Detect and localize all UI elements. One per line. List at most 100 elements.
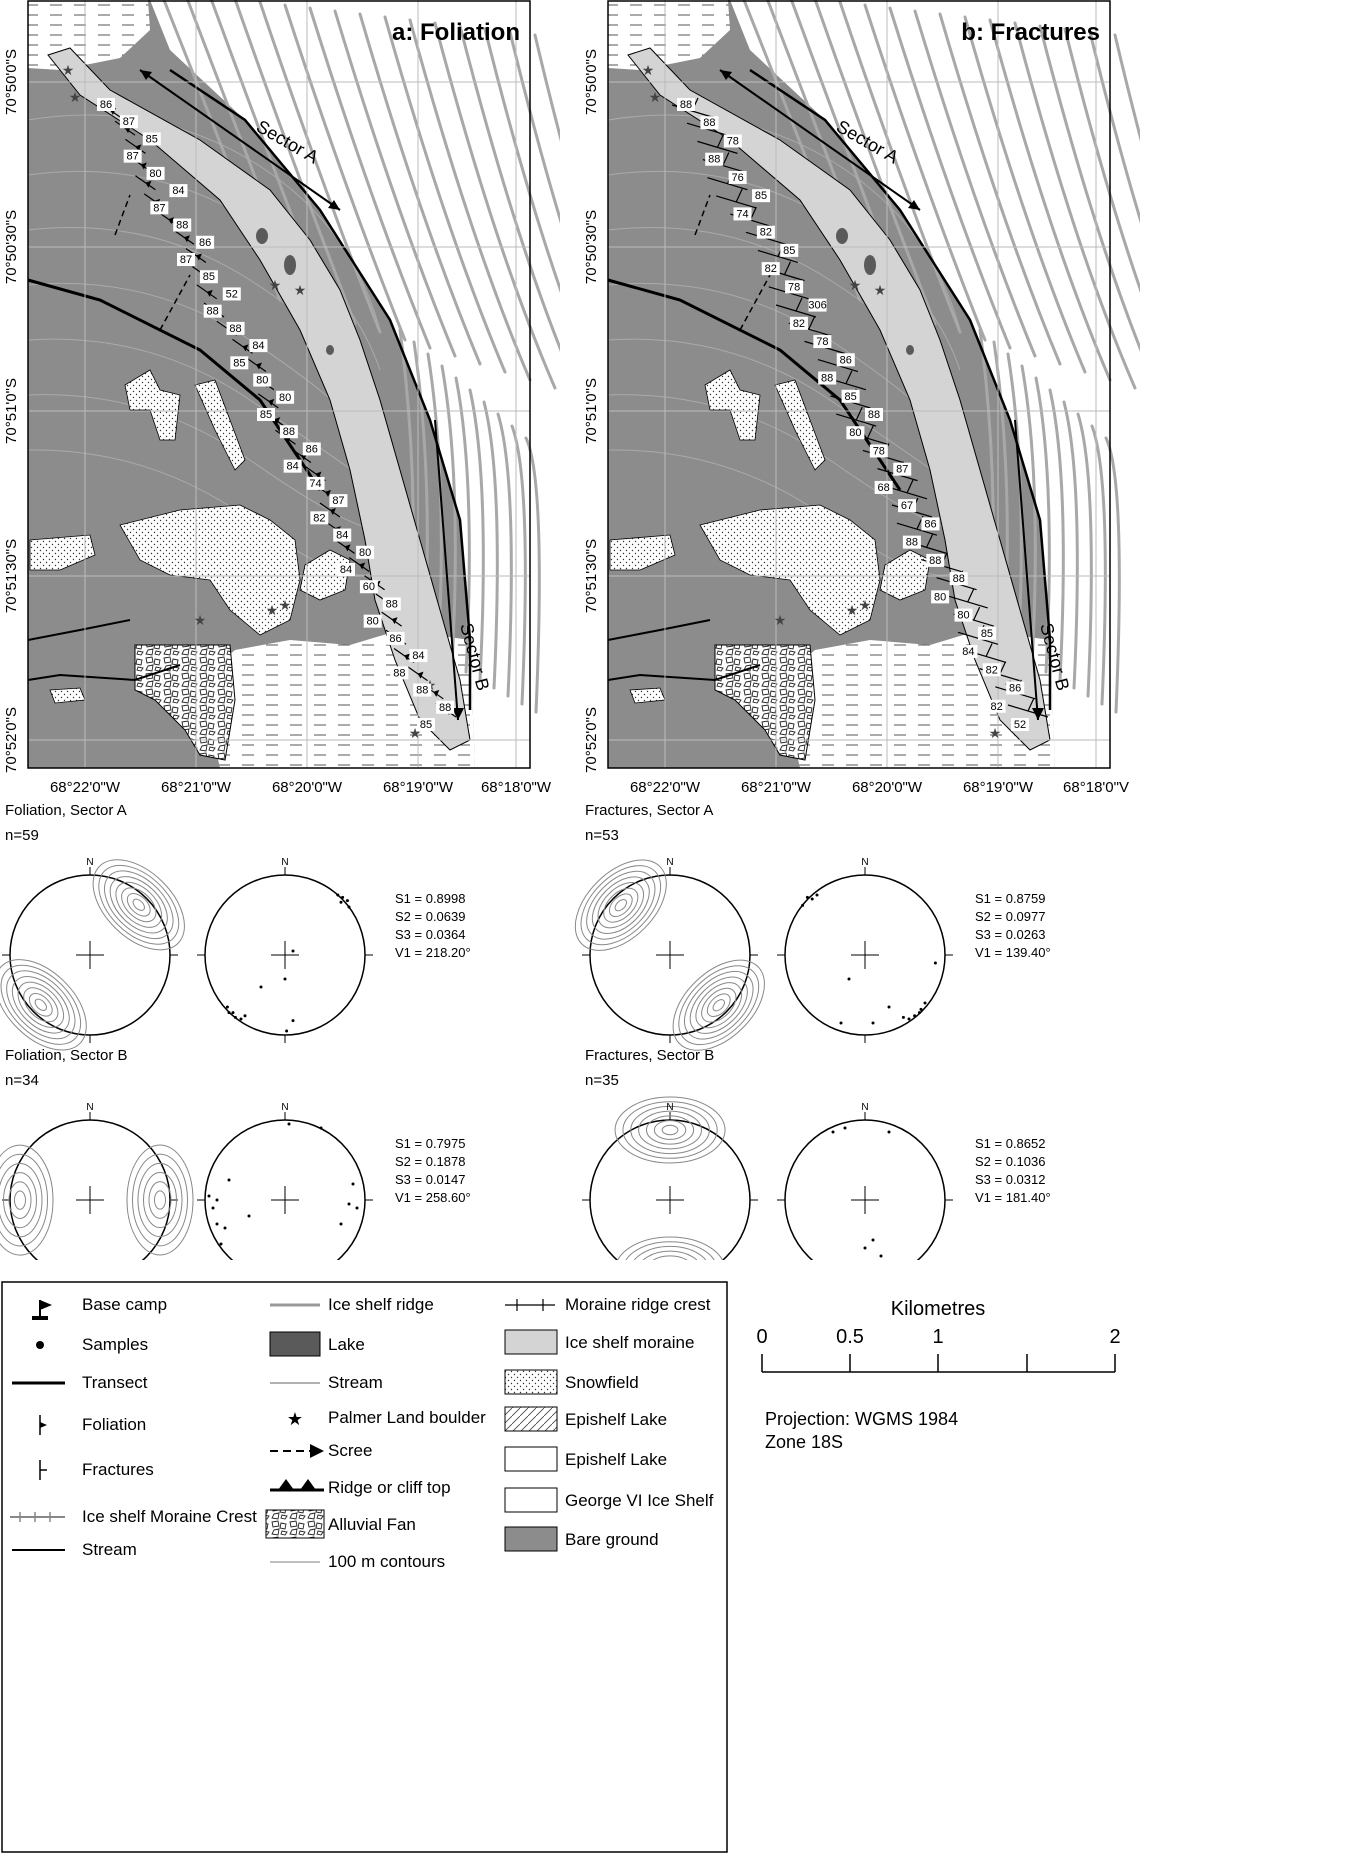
moraine-icon [504,1329,558,1355]
sector-a-arrow [139,69,341,211]
dip-value: 88 [868,409,880,421]
eigenvector-v1: V1 = 218.20° [395,945,471,960]
dip-value: 80 [256,375,268,387]
dip-value: 86 [199,237,211,249]
legend-label: Transect [82,1373,148,1392]
eigenvalue-s1: S1 = 0.8998 [395,891,465,906]
scree [739,274,771,331]
legend-label: George VI Ice Shelf [565,1491,714,1510]
dip-labels: 86 87 85 87 80 84 87 88 86 87 85 52 88 88 84 85 80 80 85 88… [97,98,455,731]
latitude-label: 70°50'30"S [583,210,600,284]
north-label: N [861,857,868,868]
palmer-land-boulder: ★ [279,597,292,613]
dip-value: 84 [962,646,974,658]
stereonet-count: n=53 [585,827,619,844]
dip-value: 60 [363,581,375,593]
longitude-label: 68°22'0"W [630,779,701,796]
dip-value: 85 [844,391,856,403]
density-contour-net [582,1096,758,1260]
dip-value: 82 [765,263,777,275]
scale-tick-label: 0.5 [836,1326,864,1348]
scale-bar: Kilometres 0 0.5 1 2 Projection: WGMS 1984 Zon… [756,1298,1120,1452]
ridge-cliff-top [749,68,1052,710]
dip-value: 88 [386,598,398,610]
legend-frame [1,1281,728,1853]
dip-value: 84 [172,185,184,197]
legend-label: Moraine ridge crest [565,1295,711,1314]
snowfield [629,687,666,704]
base-camp-icon [32,1316,48,1320]
dip-value: 52 [1014,719,1026,731]
longitude-label: 68°22'0"W [50,779,121,796]
eigenvalue-s2: S2 = 0.0639 [395,909,465,924]
projection-label: Projection: WGMS 1984 [765,1409,958,1429]
stream [27,619,131,641]
dip-value: 85 [420,719,432,731]
latitude-label: 70°51'0"S [583,378,600,444]
dip-value: 87 [896,464,908,476]
legend-label: Epishelf Lake [565,1450,667,1469]
dip-value: 86 [924,518,936,530]
lake [906,345,914,355]
latitude-label: 70°50'0"S [3,49,20,115]
alluvial-fan [134,644,236,761]
legend-col-1: Base camp Samples Transect Foliation Fractur… [10,1295,257,1559]
dip-value: 78 [873,445,885,457]
pole-plot-net [777,1112,953,1260]
pole-plot-net [777,867,953,1043]
ice-shelf [608,0,1110,768]
legend-label: Samples [82,1335,148,1354]
palmer-land-boulder: ★ [859,597,872,613]
pole-plot-net [197,867,373,1043]
north-label: N [86,857,93,868]
palmer-land-boulder: ★ [849,277,862,293]
dip-value: 78 [727,135,739,147]
scree [114,194,131,236]
alluvial-fan-icon [265,1509,325,1539]
snowfield [879,549,931,601]
lake [284,255,296,275]
transect [607,278,902,491]
dip-value: 88 [906,537,918,549]
dip-value: 80 [149,168,161,180]
dip-value: 80 [957,610,969,622]
dip-value: 86 [306,443,318,455]
dip-value: 80 [279,392,291,404]
north-label: N [281,1102,288,1113]
sector-b-arrow [1014,419,1039,721]
dip-value: 88 [283,426,295,438]
dip-value: 85 [260,409,272,421]
palmer-land-boulder: ★ [269,277,282,293]
dip-value: 88 [708,154,720,166]
palmer-land-boulder: ★ [774,612,787,628]
legend-label: Ice shelf ridge [328,1295,434,1314]
dip-value: 88 [703,117,715,129]
north-label: N [666,1102,673,1113]
north-label: N [666,857,673,868]
star-icon: ★ [287,1409,303,1429]
ridge-cliff-top [169,68,472,710]
eigenvalue-s1: S1 = 0.7975 [395,1136,465,1151]
dip-value: 82 [793,318,805,330]
legend-label: Stream [82,1540,137,1559]
zone-label: Zone 18S [765,1432,843,1452]
eigenvalue-s2: S2 = 0.0977 [975,909,1045,924]
legend-label: Scree [328,1441,372,1460]
dip-value: 84 [252,340,264,352]
dip-value: 80 [359,547,371,559]
eigenvalue-s1: S1 = 0.8652 [975,1136,1045,1151]
palmer-land-boulder: ★ [194,612,207,628]
eigenvalue-s2: S2 = 0.1878 [395,1154,465,1169]
palmer-land-boulder: ★ [989,725,1002,741]
graticule [608,0,1110,768]
bare-ground-icon [504,1526,558,1552]
legend-label: Lake [328,1335,365,1354]
lake-icon [269,1331,321,1357]
density-contour-net [574,859,765,1051]
scree [159,274,191,331]
palmer-land-boulder: ★ [294,282,307,298]
lake [326,345,334,355]
dip-value: 82 [313,512,325,524]
snowfield [194,379,246,471]
